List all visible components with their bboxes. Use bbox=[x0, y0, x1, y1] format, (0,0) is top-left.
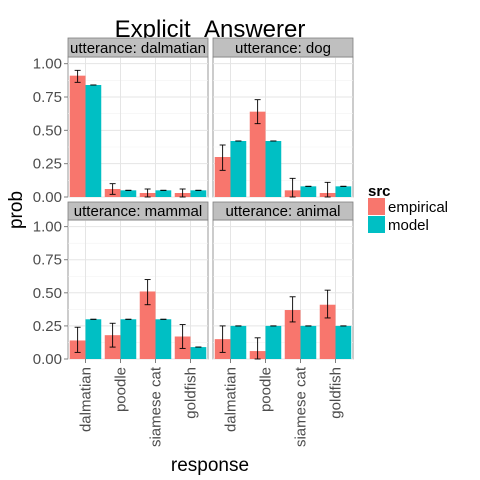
facet-panel: utterance: dalmatian 0.00 0.25 0.50 0.75 1.00 bbox=[33, 37, 209, 206]
error-bar-empirical bbox=[324, 289, 331, 319]
error-bar-empirical bbox=[219, 325, 226, 353]
legend-label-empirical: empirical bbox=[388, 199, 448, 216]
bar-model bbox=[230, 141, 247, 197]
bar-model bbox=[190, 347, 207, 359]
y-tick-label: 0.50 bbox=[33, 285, 62, 302]
x-tick-label: siamese cat bbox=[293, 366, 310, 447]
y-tick-label: 0.25 bbox=[33, 156, 62, 173]
bar-model bbox=[335, 325, 352, 359]
error-bar-empirical bbox=[289, 296, 296, 323]
bar-model bbox=[230, 325, 247, 359]
facet-strip bbox=[212, 37, 354, 58]
facet-strip bbox=[212, 201, 354, 221]
bar-model bbox=[265, 325, 282, 359]
error-bar-empirical bbox=[289, 177, 296, 198]
bar-model bbox=[85, 319, 102, 359]
x-tick-label: siamese cat bbox=[148, 366, 165, 447]
error-bar-empirical bbox=[74, 69, 81, 83]
bar-empirical bbox=[139, 291, 156, 359]
error-bar-empirical bbox=[74, 326, 81, 353]
x-tick-label: goldfish bbox=[183, 367, 200, 419]
error-bar-empirical bbox=[109, 183, 116, 195]
y-tick-label: 0.00 bbox=[33, 189, 62, 206]
x-tick-label: dalmatian bbox=[78, 367, 95, 432]
facet-panel: utterance: dog bbox=[212, 37, 354, 198]
bar-model bbox=[155, 319, 172, 359]
x-tick-label: poodle bbox=[258, 367, 275, 412]
bar-model bbox=[335, 186, 352, 197]
error-bar-empirical bbox=[324, 181, 331, 198]
facet-panels: utterance: dalmatian 0.00 0.25 0.50 0.75 1.00… bbox=[33, 37, 354, 368]
error-bar-empirical bbox=[144, 279, 151, 306]
bar-model bbox=[85, 85, 102, 197]
bar-empirical bbox=[69, 75, 86, 197]
bar-model bbox=[120, 319, 137, 359]
x-tick-label: goldfish bbox=[328, 367, 345, 419]
error-bar-empirical bbox=[109, 322, 116, 348]
error-bar-empirical bbox=[219, 144, 226, 171]
bar-empirical bbox=[249, 111, 266, 197]
legend-title: src bbox=[368, 183, 391, 200]
x-tick-label: dalmatian bbox=[223, 367, 240, 432]
facet-strip bbox=[67, 37, 209, 58]
y-tick-label: 0.25 bbox=[33, 318, 62, 335]
bar-model bbox=[300, 325, 317, 359]
bar-model bbox=[265, 141, 282, 197]
facet-panel: utterance: mammal 0.00 0.25 0.50 0.75 1.00 bbox=[33, 201, 209, 368]
facet-panel: utterance: animal bbox=[212, 201, 354, 360]
bar-model bbox=[120, 190, 137, 197]
error-bar-empirical bbox=[254, 99, 261, 125]
legend-label-model: model bbox=[388, 217, 429, 234]
facet-strip-label: utterance: mammal bbox=[74, 203, 202, 220]
x-tick-labels: dalmatian poodle siamese cat goldfish dalmat… bbox=[78, 359, 345, 447]
y-tick-label: 0.50 bbox=[33, 122, 62, 139]
bar-model bbox=[190, 190, 207, 197]
error-bar-empirical bbox=[179, 188, 186, 198]
error-bar-empirical bbox=[179, 324, 186, 349]
bar-model bbox=[155, 190, 172, 197]
y-axis-label: prob bbox=[6, 191, 27, 229]
bar-empirical bbox=[214, 157, 231, 197]
x-tick-label: poodle bbox=[113, 367, 130, 412]
y-tick-label: 1.00 bbox=[33, 219, 62, 236]
y-tick-label: 0.75 bbox=[33, 89, 62, 106]
legend-key-model bbox=[368, 216, 385, 233]
facet-strip-label: utterance: animal bbox=[225, 203, 340, 220]
bar-empirical bbox=[319, 304, 336, 359]
facet-strip-label: utterance: dog bbox=[235, 40, 331, 57]
bar-empirical bbox=[284, 310, 301, 359]
facet-strip bbox=[67, 201, 209, 221]
legend-key-empirical bbox=[368, 198, 385, 215]
x-axis-label: response bbox=[171, 455, 249, 476]
y-tick-label: 0.75 bbox=[33, 252, 62, 269]
y-tick-label: 0.00 bbox=[33, 351, 62, 368]
facet-strip-label: utterance: dalmatian bbox=[70, 40, 206, 57]
y-tick-label: 1.00 bbox=[33, 56, 62, 73]
bar-model bbox=[300, 186, 317, 197]
error-bar-empirical bbox=[254, 337, 261, 360]
error-bar-empirical bbox=[144, 188, 151, 198]
